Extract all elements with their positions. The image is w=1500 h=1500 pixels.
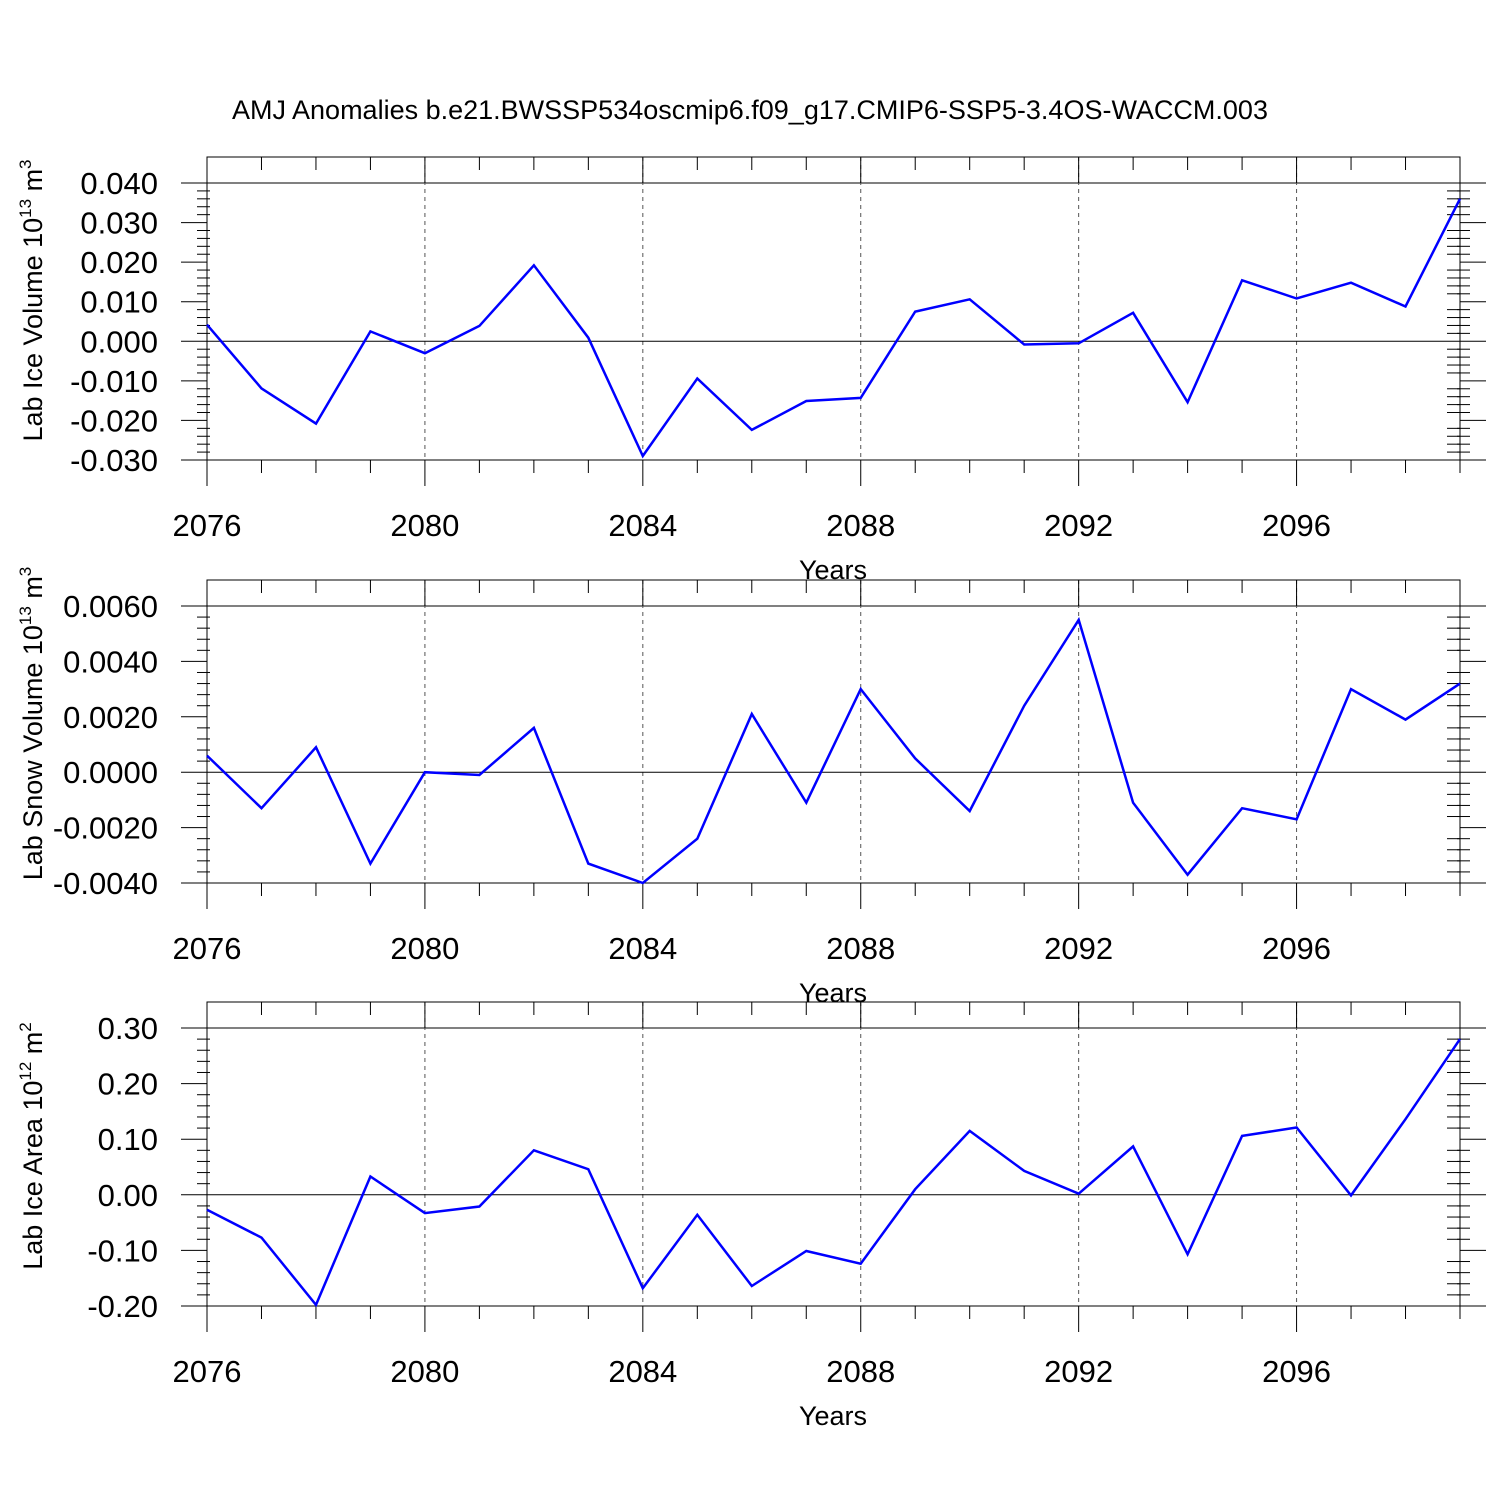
y-axis-label-unit-exponent: 2 bbox=[16, 1022, 35, 1031]
chart-panel-1: -0.030 -0.020 -0.010 0.000 0.010 0.020 0.030 0.… bbox=[16, 156, 1486, 585]
x-tick-label: 2096 bbox=[1262, 508, 1331, 543]
y-tick-label: 0.10 bbox=[98, 1122, 158, 1157]
series-line bbox=[206, 1038, 1462, 1308]
x-tick-label: 2084 bbox=[608, 1354, 677, 1389]
x-tick-label: 2076 bbox=[173, 931, 242, 966]
x-tick-label: 2080 bbox=[390, 931, 459, 966]
series-line bbox=[206, 616, 1461, 885]
y-tick-label: -0.0040 bbox=[53, 866, 158, 901]
y-axis-label-unit: m bbox=[18, 576, 48, 606]
y-tick-label: -0.0020 bbox=[53, 811, 158, 846]
y-tick-label: 0.0000 bbox=[63, 755, 158, 790]
x-tick-label: 2088 bbox=[826, 931, 895, 966]
x-tick-label: 2092 bbox=[1044, 1354, 1113, 1389]
x-tick-label: 2080 bbox=[390, 1354, 459, 1389]
plot-frame bbox=[206, 579, 1461, 884]
series-line bbox=[206, 198, 1462, 459]
x-tick-label: 2096 bbox=[1262, 1354, 1331, 1389]
y-tick-label: 0.000 bbox=[80, 324, 158, 359]
y-tick-label: -0.010 bbox=[70, 364, 158, 399]
x-tick-label: 2092 bbox=[1044, 931, 1113, 966]
y-tick-label: 0.00 bbox=[98, 1178, 158, 1213]
y-axis-label-unit: m bbox=[18, 1032, 48, 1062]
x-axis-label: Years bbox=[799, 978, 867, 1008]
y-tick-label: 0.30 bbox=[98, 1011, 158, 1046]
x-tick-label: 2084 bbox=[608, 931, 677, 966]
y-tick-label: 0.0040 bbox=[63, 644, 158, 679]
y-tick-label: 0.010 bbox=[80, 285, 158, 320]
plot-frame bbox=[206, 156, 1461, 461]
y-axis-label-exponent: 13 bbox=[16, 606, 35, 625]
y-tick-label: 0.040 bbox=[80, 166, 158, 201]
y-axis-label-exponent: 13 bbox=[16, 199, 35, 218]
y-axis-label-main: Lab Snow Volume 10 bbox=[18, 625, 48, 880]
panels: -0.030 -0.020 -0.010 0.000 0.010 0.020 0.030 0.… bbox=[16, 156, 1486, 1431]
plot-frame bbox=[206, 1001, 1461, 1307]
x-tick-label: 2088 bbox=[826, 1354, 895, 1389]
y-axis-label: Lab Snow Volume 1013 m3 bbox=[16, 567, 48, 881]
y-tick-label: -0.10 bbox=[87, 1233, 158, 1268]
y-tick-label: -0.20 bbox=[87, 1289, 158, 1324]
y-axis-label-exponent: 12 bbox=[16, 1062, 35, 1081]
y-tick-label: -0.030 bbox=[70, 443, 158, 478]
y-tick-label: 0.20 bbox=[98, 1067, 158, 1102]
y-axis-label-unit: m bbox=[18, 169, 48, 199]
x-tick-label: 2096 bbox=[1262, 931, 1331, 966]
x-tick-label: 2080 bbox=[390, 508, 459, 543]
chart-title: AMJ Anomalies b.e21.BWSSP534oscmip6.f09_… bbox=[232, 95, 1268, 125]
chart-panel-3: -0.20 -0.10 0.00 0.10 0.20 0.30 2076 2080 2084 20… bbox=[16, 1001, 1486, 1431]
y-tick-label: 0.0020 bbox=[63, 700, 158, 735]
y-axis-label-unit-exponent: 3 bbox=[16, 567, 35, 576]
y-axis-label-main: Lab Ice Volume 10 bbox=[18, 218, 48, 442]
x-tick-label: 2088 bbox=[826, 508, 895, 543]
x-tick-label: 2084 bbox=[608, 508, 677, 543]
x-tick-label: 2076 bbox=[173, 508, 242, 543]
x-tick-label: 2092 bbox=[1044, 508, 1113, 543]
y-tick-label: 0.030 bbox=[80, 206, 158, 241]
y-axis-label: Lab Ice Area 1012 m2 bbox=[16, 1022, 48, 1270]
y-tick-label: 0.020 bbox=[80, 245, 158, 280]
y-tick-label: 0.0060 bbox=[63, 589, 158, 624]
y-axis-label-main: Lab Ice Area 10 bbox=[18, 1081, 48, 1270]
y-axis-label: Lab Ice Volume 1013 m3 bbox=[16, 159, 48, 441]
chart-panel-2: -0.0040 -0.0020 0.0000 0.0020 0.0040 0.0060 20… bbox=[16, 567, 1486, 1008]
y-tick-label: -0.020 bbox=[70, 403, 158, 438]
x-axis-label: Years bbox=[799, 1401, 867, 1431]
y-axis-label-unit-exponent: 3 bbox=[16, 159, 35, 168]
x-tick-label: 2076 bbox=[173, 1354, 242, 1389]
